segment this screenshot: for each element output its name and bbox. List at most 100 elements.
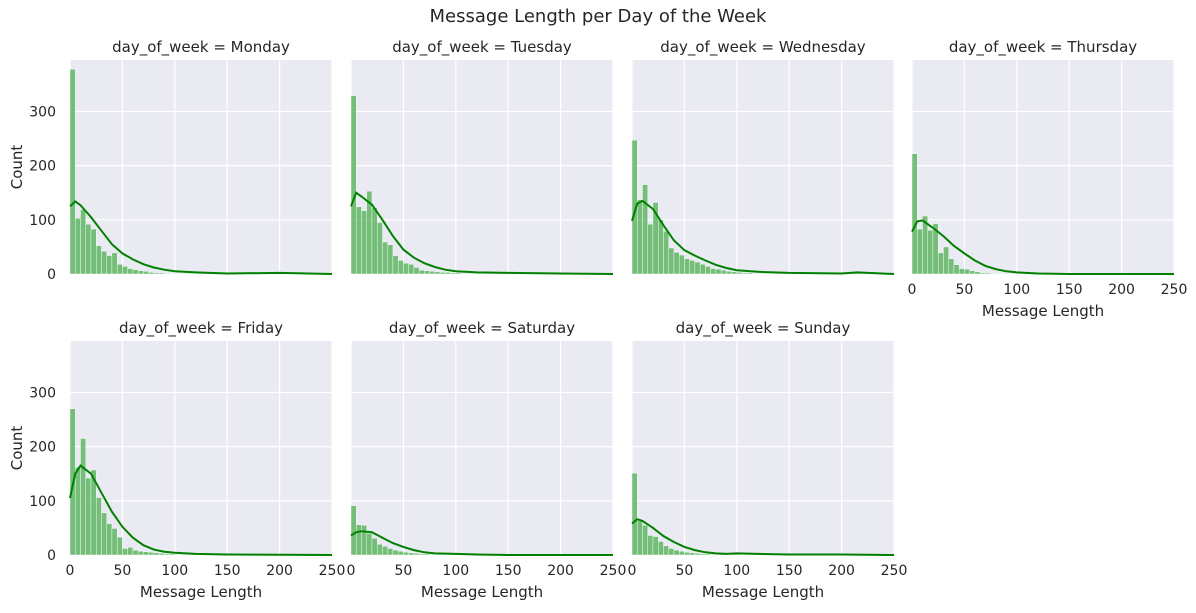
histogram-bar: [75, 217, 81, 275]
histogram-bar: [371, 538, 378, 556]
histogram-bar: [938, 252, 944, 275]
histogram-bar: [647, 535, 654, 556]
histogram-bar: [361, 525, 367, 556]
panel-title: day_of_week = Sunday: [676, 319, 851, 338]
histogram-bar: [90, 228, 97, 275]
histogram-bar: [397, 551, 404, 556]
histogram-bar: [1011, 273, 1017, 275]
histogram-bar: [668, 548, 675, 556]
histogram-bar: [408, 264, 415, 275]
panel-title: day_of_week = Friday: [119, 319, 283, 338]
histogram-bar: [111, 528, 118, 556]
histogram-bar: [668, 247, 675, 275]
histogram-bar: [642, 525, 648, 556]
histogram-bar: [726, 271, 732, 275]
x-tick-label: 50: [113, 563, 131, 579]
histogram-bar: [397, 260, 404, 275]
histogram-bar: [127, 547, 134, 556]
x-tick-label: 200: [547, 563, 574, 579]
histogram-bar: [699, 553, 706, 556]
histogram-bar: [673, 549, 680, 556]
histogram-bar: [356, 206, 362, 275]
histogram-bar: [424, 270, 430, 275]
histogram-bar: [460, 273, 467, 275]
x-tick-label: 150: [214, 563, 241, 579]
histogram-bar: [434, 271, 441, 275]
histogram-bar: [132, 269, 139, 275]
histogram-bar: [476, 273, 483, 275]
histogram-bar: [185, 273, 191, 275]
x-tick-label: 200: [266, 563, 293, 579]
histogram-bar: [752, 273, 758, 275]
histogram-bar: [969, 270, 976, 275]
histogram-bar: [471, 273, 477, 275]
histogram-bar: [101, 251, 107, 275]
histogram-bar: [990, 273, 997, 275]
histogram-bar: [964, 268, 970, 275]
histogram-bar: [148, 552, 155, 556]
x-axis-label: Message Length: [982, 302, 1104, 320]
histogram-bar: [445, 272, 451, 275]
histogram-bar: [106, 255, 113, 275]
facet-panel-4: day_of_week = Thursday 0 50 100 150 200 250 Mes…: [908, 38, 1188, 320]
facet-panel-1: day_of_week = Monday 0 100 200 300 Count: [8, 38, 333, 283]
histogram-bar: [678, 254, 685, 275]
kde-curve: [350, 191, 614, 275]
histogram-bar: [158, 553, 165, 556]
histogram-bar: [948, 258, 955, 275]
histogram-bar: [356, 524, 362, 556]
histogram-bar: [408, 552, 415, 556]
histogram-bar: [75, 467, 81, 556]
y-tick-label: 0: [47, 267, 56, 283]
x-tick-label: 100: [723, 563, 750, 579]
histogram-bar: [715, 268, 722, 275]
panel-background: [351, 341, 613, 555]
histogram-bar: [953, 264, 960, 275]
histogram-bar: [731, 271, 737, 275]
histogram-bar: [917, 228, 923, 275]
histogram-bar: [694, 553, 701, 556]
x-tick-label: 250: [319, 563, 346, 579]
panel-background: [70, 341, 332, 555]
x-tick-label: 0: [347, 563, 356, 579]
histogram-bar: [371, 207, 378, 275]
histogram-bar: [429, 271, 436, 275]
histogram-bar: [413, 553, 420, 556]
histogram-bar: [710, 268, 717, 275]
histogram-bar: [179, 273, 186, 275]
histogram-bar: [466, 273, 472, 275]
histogram-bar: [382, 546, 388, 556]
histogram-bar: [361, 210, 367, 275]
histogram-bar: [736, 272, 743, 275]
histogram-bar: [350, 505, 357, 556]
histogram-bar: [658, 541, 664, 556]
facet-panel-6: day_of_week = Saturday 0 50 100 150 200 250 Mes…: [347, 319, 627, 601]
y-tick-label: 300: [29, 104, 56, 120]
histogram-bar: [932, 223, 939, 275]
histogram-bar: [418, 553, 425, 556]
panel-title: day_of_week = Thursday: [949, 38, 1137, 57]
histogram-bar: [720, 270, 727, 275]
histogram-bar: [652, 536, 659, 556]
histogram-bar: [689, 552, 696, 556]
histogram-bar: [403, 552, 409, 556]
x-tick-label: 0: [66, 563, 75, 579]
histogram-bar: [747, 272, 753, 275]
panel-title: day_of_week = Wednesday: [660, 38, 866, 57]
x-tick-label: 250: [1161, 282, 1188, 298]
histogram-bar: [148, 272, 155, 275]
x-tick-label: 0: [628, 563, 637, 579]
histogram-bar: [958, 268, 965, 275]
histogram-bar: [985, 272, 991, 275]
histogram-bar: [132, 549, 139, 556]
histogram-bar: [85, 477, 92, 556]
histogram-bar: [450, 272, 456, 275]
x-tick-label: 250: [600, 563, 627, 579]
histogram-bar: [694, 261, 701, 275]
histogram-bar: [137, 270, 144, 275]
histogram-bar: [773, 273, 779, 275]
panel-background: [70, 60, 332, 274]
x-tick-label: 100: [1003, 282, 1030, 298]
kde-curve: [69, 200, 333, 275]
